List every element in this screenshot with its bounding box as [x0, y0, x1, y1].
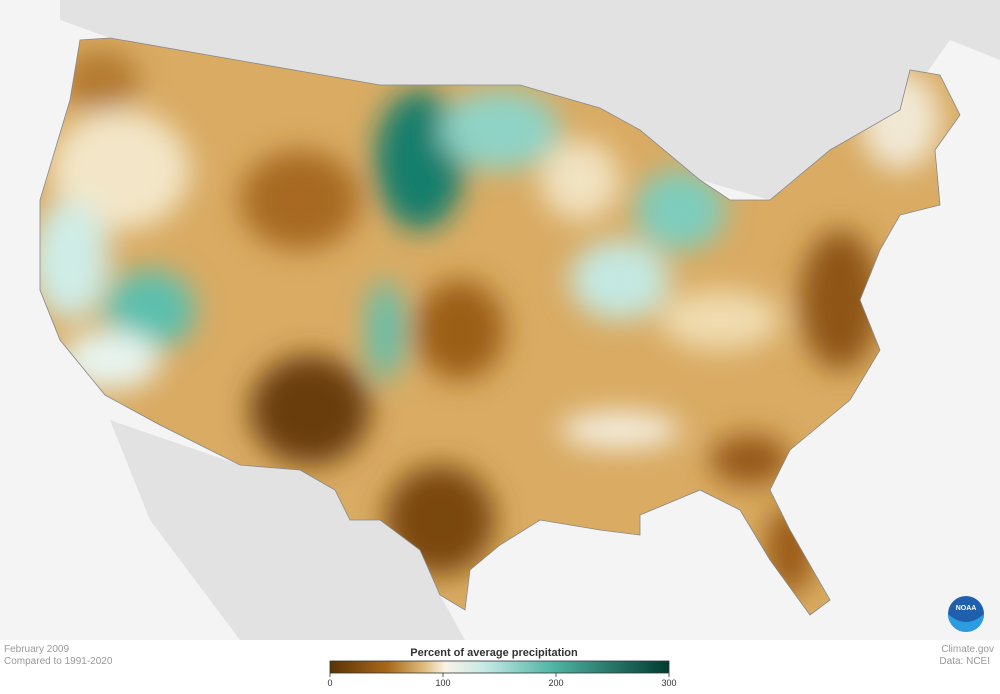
legend-title: Percent of average precipitation: [410, 647, 578, 659]
date-label: February 2009: [4, 644, 69, 655]
scale-ticks: 0 100 200 300: [327, 673, 677, 688]
scale-tick-label: 200: [548, 678, 563, 688]
canada: [60, 0, 1000, 200]
source-label: Climate.gov: [941, 644, 994, 655]
baseline-label: Compared to 1991-2020: [4, 656, 113, 667]
data-label: Data: NCEI: [939, 656, 990, 667]
scale-tick-label: 0: [327, 678, 332, 688]
mexico: [110, 420, 465, 640]
color-scale: [329, 660, 670, 674]
scale-tick-label: 100: [435, 678, 450, 688]
logo-text: NOAA: [956, 605, 977, 612]
scale-tick-label: 300: [661, 678, 676, 688]
noaa-logo: NOAA: [948, 596, 984, 632]
